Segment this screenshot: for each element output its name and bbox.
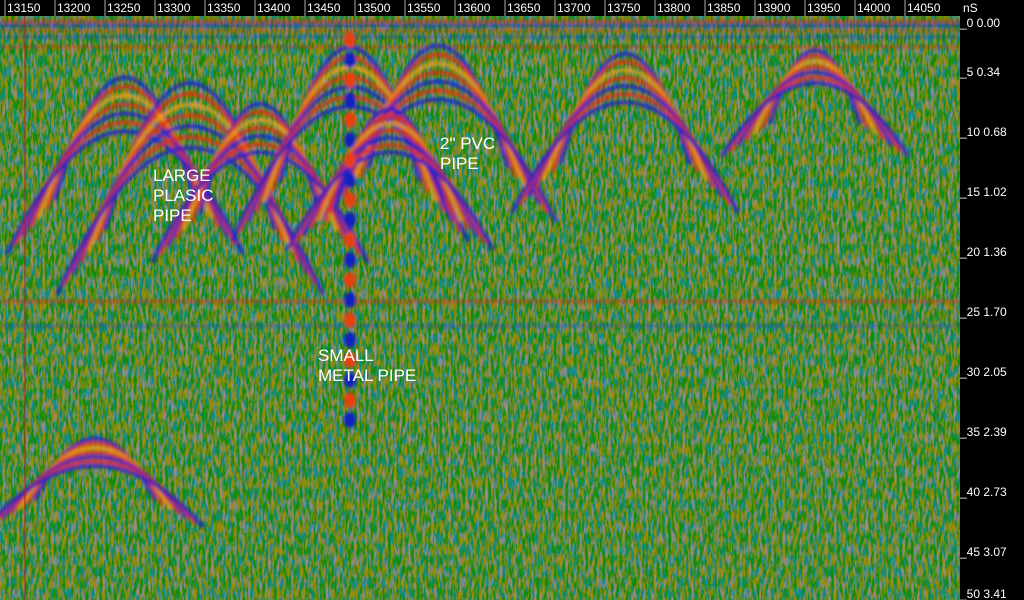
x-tick-label: 13600 xyxy=(457,1,491,15)
x-tick-label: 13800 xyxy=(657,1,691,15)
annotation: PLASIC xyxy=(153,186,213,205)
ringing xyxy=(344,112,356,128)
y-tick-label: _10 0.68 xyxy=(959,125,1007,139)
annotation: LARGE xyxy=(153,166,211,185)
x-tick-label: 13350 xyxy=(207,1,241,15)
ringing xyxy=(344,92,356,108)
x-tick-label: 13450 xyxy=(307,1,341,15)
annotation: SMALL xyxy=(318,346,374,365)
ringing xyxy=(344,232,356,248)
ringing xyxy=(344,392,356,408)
band xyxy=(0,46,960,48)
y-tick-label: _45 3.07 xyxy=(959,545,1007,559)
x-tick-label: 13650 xyxy=(507,1,541,15)
x-tick-label: 14050 xyxy=(907,1,941,15)
y-tick-label: _5 0.34 xyxy=(959,65,1000,79)
band xyxy=(0,24,960,27)
y-tick-label: _25 1.70 xyxy=(959,305,1007,319)
x-tick-label: 14000 xyxy=(857,1,891,15)
ringing xyxy=(344,52,356,68)
hyperbola xyxy=(285,150,495,252)
ringing xyxy=(344,332,356,348)
ringing xyxy=(344,152,356,168)
scan-image xyxy=(0,16,960,600)
hyperbola xyxy=(0,463,205,529)
ringing xyxy=(344,292,356,308)
hyperbola xyxy=(5,129,245,255)
ringing xyxy=(344,172,356,188)
x-tick-label: 13550 xyxy=(407,1,441,15)
y-axis-unit: nS xyxy=(963,1,978,15)
hyperbola xyxy=(55,146,325,296)
y-tick-label: _35 2.39 xyxy=(959,425,1007,439)
ringing xyxy=(344,252,356,268)
ringing xyxy=(344,192,356,208)
reflections xyxy=(0,20,960,529)
hyperbola xyxy=(510,100,740,214)
ringing xyxy=(344,32,356,48)
y-tick-label: _0 0.00 xyxy=(959,16,1000,30)
x-tick-label: 13150 xyxy=(7,1,41,15)
y-tick-label: _40 2.73 xyxy=(959,485,1007,499)
y-tick-label: _20 1.36 xyxy=(959,245,1007,259)
x-tick-label: 13400 xyxy=(257,1,291,15)
x-tick-label: 13950 xyxy=(807,1,841,15)
ringing xyxy=(344,312,356,328)
band xyxy=(0,325,960,327)
ringing xyxy=(344,132,356,148)
ringing xyxy=(344,372,356,388)
x-tick-label: 13250 xyxy=(107,1,141,15)
ringing xyxy=(344,272,356,288)
y-tick-label: _30 2.05 xyxy=(959,365,1007,379)
x-tick-label: 13750 xyxy=(607,1,641,15)
hyperbola xyxy=(150,150,370,264)
band xyxy=(0,20,960,23)
x-tick-label: 13200 xyxy=(57,1,91,15)
annotation: 2" PVC xyxy=(440,134,495,153)
y-tick-label: _50 3.41 xyxy=(959,587,1007,600)
x-tick-label: 13900 xyxy=(757,1,791,15)
x-tick-label: 13700 xyxy=(557,1,591,15)
y-tick-label: _15 1.02 xyxy=(959,185,1007,199)
hyperbola xyxy=(720,80,910,158)
band xyxy=(0,36,960,38)
annotation: PIPE xyxy=(440,154,479,173)
ringing xyxy=(344,352,356,368)
ringing xyxy=(344,72,356,88)
band xyxy=(0,300,960,303)
annotation: PIPE xyxy=(153,206,192,225)
band xyxy=(0,30,960,32)
ringing xyxy=(344,212,356,228)
y-axis-panel xyxy=(960,0,1024,600)
x-axis-bar xyxy=(0,0,1024,16)
annotation: METAL PIPE xyxy=(318,366,416,385)
ringing xyxy=(344,412,356,428)
x-tick-label: 13300 xyxy=(157,1,191,15)
x-tick-label: 13850 xyxy=(707,1,741,15)
x-tick-label: 13500 xyxy=(357,1,391,15)
